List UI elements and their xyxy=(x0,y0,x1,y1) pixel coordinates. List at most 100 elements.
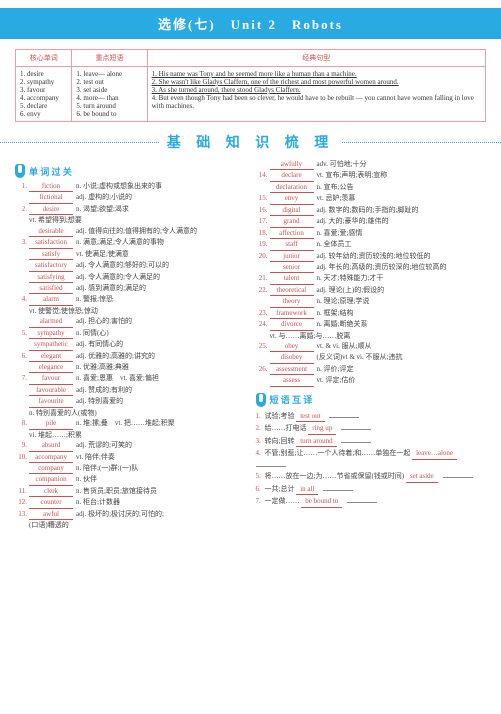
entry-num xyxy=(256,160,270,170)
entry-def: n. 喜爱;爱;感情 xyxy=(317,229,486,239)
def: (口语)糟透的 xyxy=(29,521,245,530)
entry-def: adj. 大的;豪华的;雄伟的 xyxy=(317,217,486,227)
phrase-entry: 3. 转向;回转 turn around xyxy=(256,436,486,448)
entry: 1.fictionn. 小说;虚构或想象出来的事 xyxy=(15,182,245,192)
entry: 2.desiren. 渴望;欲望;渴求 xyxy=(15,205,245,215)
entry: 16.digitaladj. 数字的;数码的;手指的;脚趾的 xyxy=(256,206,486,216)
entry-word: junior xyxy=(270,252,314,262)
entry-num xyxy=(256,263,270,273)
entry-word: accompany xyxy=(29,453,73,463)
entry-word: satisfaction xyxy=(29,238,73,248)
entry-num xyxy=(15,261,29,271)
entry-word: satisfactory xyxy=(29,261,73,271)
entry-word: elegance xyxy=(29,363,73,373)
entry-num: 15. xyxy=(256,194,270,204)
entry-def: n. 堆;摞;叠 vt. 把……堆起;积聚 xyxy=(76,419,245,429)
entry-def: n. 伙伴 xyxy=(76,475,245,485)
phrase-word: set aside xyxy=(406,471,438,483)
entry-num: 1. xyxy=(15,182,29,192)
entry: satisfiedadj. 感到满意的;满足的 xyxy=(15,284,245,294)
entry-num: 3. xyxy=(15,238,29,248)
entry: 3.satisfactionn. 满意;满足;令人满意的事物 xyxy=(15,238,245,248)
entry-num: 13. xyxy=(15,510,29,520)
entry-num xyxy=(15,475,29,485)
sub-entry: vt. 使警觉;使惊恐;惊动 xyxy=(15,307,245,316)
entry-num: 8. xyxy=(15,419,29,429)
entry-word: pile xyxy=(29,419,73,429)
dotline-right xyxy=(342,142,501,143)
entry: theoryn. 理论;原理;学说 xyxy=(256,297,486,307)
entry-def: n. 优雅;高雅;典雅 xyxy=(76,363,245,373)
entry-num xyxy=(15,464,29,474)
entry: 14.declarevt. 宣布;声明;表明;宣称 xyxy=(256,171,486,181)
entry: satisfactoryadj. 令人满意的;够好的;可以的 xyxy=(15,261,245,271)
entry-num xyxy=(256,183,270,193)
entry-def: adj. 较年幼的;资历较浅的;地位较低的 xyxy=(317,252,486,262)
entry-num xyxy=(15,227,29,237)
entry-def: n. 宣布;公告 xyxy=(317,183,486,193)
entry-word: favourite xyxy=(29,397,73,407)
phrase-word: be bound to xyxy=(301,496,342,508)
entry: 4.alarmn. 警报;惊恐 xyxy=(15,295,245,305)
entry-def: adj. 令人满意的;够好的;可以的 xyxy=(76,261,245,271)
sub-heading-words: 单 词 过 关 xyxy=(15,164,245,178)
entry: 9.absurdadj. 荒谬的;可笑的 xyxy=(15,441,245,451)
def: vi. 堆起……;积累 xyxy=(29,431,245,440)
sent: 3. As she turned around, there stood Gla… xyxy=(152,86,481,94)
entry-num xyxy=(256,353,270,363)
entry-def: adj. 理论(上)的;假设的 xyxy=(317,286,486,296)
entry: 26.assessmentn. 评价;评定 xyxy=(256,365,486,375)
entry: satisfyingadj. 令人满意的;令人满足的 xyxy=(15,273,245,283)
entry-word: envy xyxy=(270,194,314,204)
phrases-cell: 1. leave— alone 2. test out 3. set aside… xyxy=(72,67,147,122)
blank xyxy=(341,423,371,430)
entry-def: vt. 评定;估价 xyxy=(317,376,486,386)
entry-def: n. 柜台;计数器 xyxy=(76,498,245,508)
entry-word: assessment xyxy=(270,365,314,375)
ph: 3. set aside xyxy=(76,86,142,94)
phrase-word: leave…alone xyxy=(412,448,457,460)
phrase-num: 4. xyxy=(256,449,263,457)
entry-num xyxy=(15,250,29,260)
entry: declarationn. 宣布;公告 xyxy=(256,183,486,193)
entry-def: adj. 赞成的;有利的 xyxy=(76,386,245,396)
entry-num xyxy=(15,284,29,294)
entry: sympatheticadj. 有同情心的 xyxy=(15,340,245,350)
cw: 3. favour xyxy=(20,86,67,94)
entry: 8.pilen. 堆;摞;叠 vt. 把……堆起;积聚 xyxy=(15,419,245,429)
sent: 2. She wasn't like Gladys Claffern, one … xyxy=(152,78,481,86)
entry-word: sympathy xyxy=(29,329,73,339)
entry-word: satisfied xyxy=(29,284,73,294)
entry: 13.awfuladj. 极坏的;极讨厌的;可怕的; xyxy=(15,510,245,520)
def: n. 特别喜爱的人(或物) xyxy=(29,409,245,418)
entry-def: n. 理论;原理;学说 xyxy=(317,297,486,307)
sub-entry: vt. 希望得到;想要 xyxy=(15,216,245,225)
phrase-num: 1. xyxy=(256,412,263,420)
entry-word: declare xyxy=(270,171,314,181)
phrase-num: 6. xyxy=(256,485,263,493)
th-core: 核心单词 xyxy=(16,50,72,67)
blank xyxy=(256,460,286,467)
phrase-num: 2. xyxy=(256,424,263,432)
entry-num xyxy=(15,340,29,350)
entry: assessvt. 评定;估价 xyxy=(256,376,486,386)
entry-def: adj. 特别喜爱的 xyxy=(76,397,245,407)
entry: 23.frameworkn. 框架;结构 xyxy=(256,309,486,319)
phrase-word: in all xyxy=(296,484,318,496)
phrase-num: 7. xyxy=(256,497,263,505)
entry-def: n. 渴望;欲望;渴求 xyxy=(76,205,245,215)
blank xyxy=(341,436,371,443)
entry-def: n. 离婚;断绝关系 xyxy=(317,320,486,330)
sent: 4. But even though Tony had been so clev… xyxy=(152,94,481,110)
blank xyxy=(443,471,473,478)
entry-word: affection xyxy=(270,229,314,239)
entry-num xyxy=(15,317,29,327)
entry-num xyxy=(256,297,270,307)
entry: companionn. 伙伴 xyxy=(15,475,245,485)
blank xyxy=(347,496,377,503)
entry-def: n. 陪伴;(一)群;(一)队 xyxy=(76,464,245,474)
entry-num: 16. xyxy=(256,206,270,216)
left-column: 单 词 过 关 1.fictionn. 小说;虚构或想象出来的事fictiona… xyxy=(15,160,245,532)
entry-word: theoretical xyxy=(270,286,314,296)
def: vt. 与……离婚;与……脱离 xyxy=(270,332,486,341)
